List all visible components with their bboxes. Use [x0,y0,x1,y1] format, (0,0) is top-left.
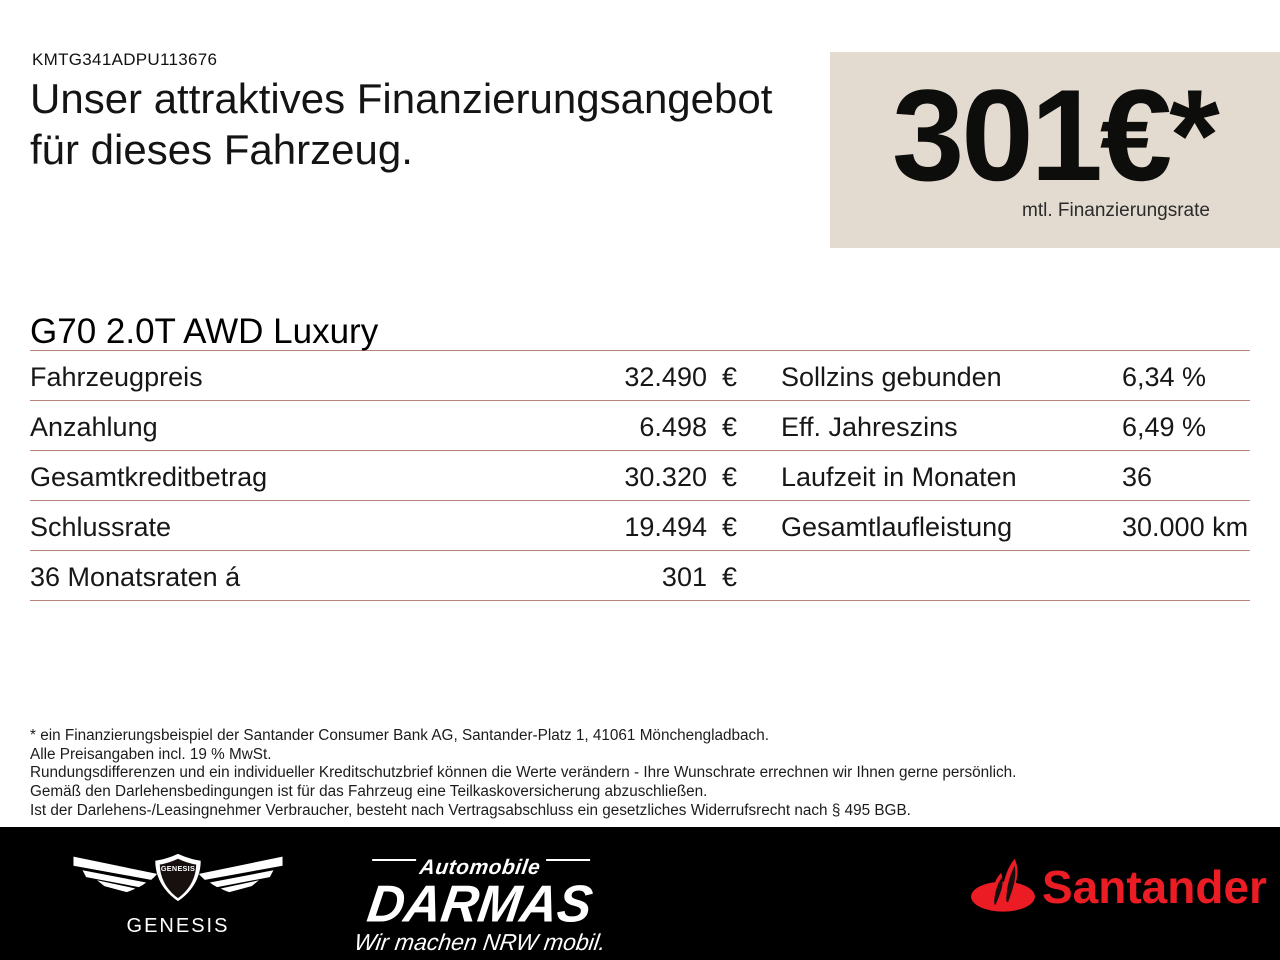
svg-text:GENESIS: GENESIS [161,864,195,873]
